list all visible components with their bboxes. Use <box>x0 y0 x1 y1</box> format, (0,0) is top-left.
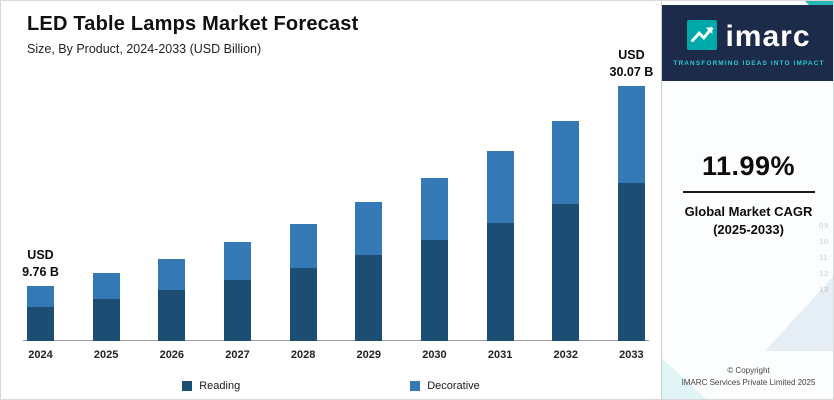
chart-panel: LED Table Lamps Market Forecast Size, By… <box>1 1 661 399</box>
imarc-tagline: TRANSFORMING IDEAS INTO IMPACT <box>673 59 825 67</box>
decor-ruler-number: 13 <box>819 287 829 294</box>
copyright-line2: IMARC Services Private Limited 2025 <box>681 378 816 387</box>
bar-segment-reading <box>27 306 54 341</box>
brand-sidebar: 09 10 11 12 13 imarc TRANSFORMING IDEAS INTO… <box>661 1 833 399</box>
decor-ruler-numbers: 09 10 11 12 13 <box>819 223 829 294</box>
imarc-logo-box: imarc TRANSFORMING IDEAS INTO IMPACT <box>662 5 833 81</box>
cagr-label-line1: Global Market CAGR <box>684 204 813 219</box>
bar-segment-reading <box>158 289 186 341</box>
legend-item-decorative: Decorative <box>410 380 480 392</box>
bar-column-2028: 2028 <box>289 81 317 361</box>
decor-ruler-number: 12 <box>819 271 829 278</box>
bar-segment-reading <box>420 240 448 341</box>
bar-column-2025: 2025 <box>92 81 120 361</box>
bar-segment-reading <box>289 268 317 341</box>
bar-column-2029: 2029 <box>355 81 383 361</box>
decor-ruler-number: 09 <box>819 223 829 230</box>
bar-column-2030: 2030 <box>420 81 448 361</box>
cagr-label: Global Market CAGR (2025-2033) <box>662 203 833 238</box>
bar-segment-reading <box>486 223 514 341</box>
bar-segment-reading <box>617 182 645 341</box>
x-tick-label: 2028 <box>290 349 316 361</box>
chart-title: LED Table Lamps Market Forecast <box>27 13 359 35</box>
copyright: © Copyright IMARC Services Private Limit… <box>662 365 833 389</box>
bar-column-2024: 2024 USD 9.76 B <box>22 81 59 361</box>
bar-segment-decorative <box>617 85 645 183</box>
decor-ruler-number: 10 <box>819 239 829 246</box>
cagr-label-line2: (2025-2033) <box>713 221 784 237</box>
x-tick-label: 2026 <box>159 349 185 361</box>
bar-value-annotation: USD 9.76 B <box>22 248 59 279</box>
x-tick-label: 2030 <box>422 349 447 361</box>
x-tick-label: 2031 <box>487 349 513 361</box>
legend: Reading Decorative <box>1 380 661 392</box>
x-tick-label: 2029 <box>356 349 382 361</box>
imarc-logo-text: imarc <box>725 20 811 53</box>
cagr-block: 11.99% Global Market CAGR (2025-2033) <box>662 151 833 238</box>
x-tick-label: 2025 <box>93 349 119 361</box>
bar-segment-decorative <box>420 178 448 241</box>
bar-segment-decorative <box>552 120 580 205</box>
legend-label: Reading <box>199 380 241 392</box>
legend-swatch <box>182 381 193 391</box>
bar-column-2027: 2027 <box>223 81 251 361</box>
bar-value-annotation: USD 30.07 B <box>609 48 654 79</box>
decor-triangle-blue <box>765 231 833 351</box>
legend-label: Decorative <box>427 380 480 392</box>
bar-segment-reading <box>223 279 251 341</box>
bar-column-2026: 2026 <box>158 81 186 361</box>
bar-column-2032: 2032 <box>552 81 580 361</box>
x-tick-label: 2027 <box>225 349 250 361</box>
bar-segment-decorative <box>486 151 514 224</box>
bar-column-2033: 2033 USD 30.07 B <box>610 48 654 361</box>
bar-segment-decorative <box>355 202 383 255</box>
bar-segment-decorative <box>158 258 186 290</box>
imarc-logo-icon <box>687 19 718 55</box>
legend-item-reading: Reading <box>182 380 240 392</box>
x-tick-label: 2033 <box>619 349 644 361</box>
plot-area: 2024 USD 9.76 B 2025 2026 2027 2028 2029 2030 203… <box>22 48 654 361</box>
legend-swatch <box>410 381 421 391</box>
x-tick-label: 2032 <box>553 349 578 361</box>
decor-ruler-number: 11 <box>819 255 829 262</box>
chart-subtitle: Size, By Product, 2024-2033 (USD Billion… <box>27 42 262 56</box>
decor-triangle-bottom <box>662 331 752 399</box>
bar-segment-reading <box>552 204 580 341</box>
cagr-value: 11.99% <box>701 151 796 181</box>
bar-segment-decorative <box>289 223 317 269</box>
bar-segment-decorative <box>223 242 251 280</box>
x-axis-line <box>23 340 649 341</box>
bar-segment-decorative <box>27 285 54 307</box>
copyright-line1: © Copyright <box>727 366 770 375</box>
cagr-divider <box>682 191 815 193</box>
bar-segment-reading <box>92 298 120 341</box>
bar-segment-decorative <box>92 273 120 299</box>
bar-column-2031: 2031 <box>486 81 514 361</box>
x-tick-label: 2024 <box>28 349 53 361</box>
bar-segment-reading <box>355 255 383 341</box>
